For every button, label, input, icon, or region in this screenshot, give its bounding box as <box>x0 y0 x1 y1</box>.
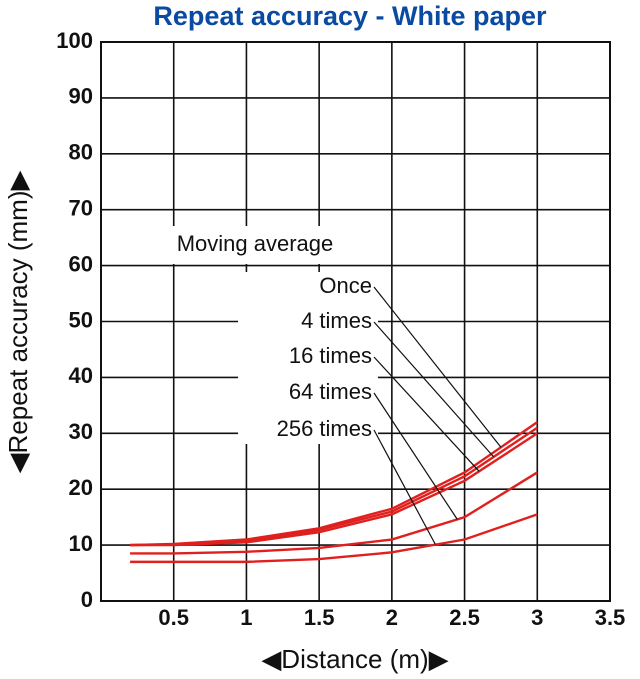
x-tick-label: 3 <box>531 605 543 630</box>
y-tick-label: 50 <box>69 307 93 332</box>
series-label: Once <box>319 273 372 298</box>
x-tick-label: 1.5 <box>304 605 335 630</box>
annotation: Moving average <box>177 231 334 256</box>
series-line <box>130 513 538 564</box>
y-tick-label: 100 <box>56 28 93 53</box>
annotation-bg <box>238 272 378 444</box>
leader-line <box>373 429 437 545</box>
x-tick-label: 2.5 <box>449 605 480 630</box>
series-label: 64 times <box>289 379 372 404</box>
y-tick-label: 60 <box>69 251 93 276</box>
x-tick-label: 0.5 <box>158 605 189 630</box>
y-tick-label: 20 <box>69 475 93 500</box>
series-line <box>130 471 538 555</box>
x-axis-label: ◀Distance (m)▶ <box>261 644 448 674</box>
chart-title: Repeat accuracy - White paper <box>153 1 547 31</box>
y-tick-label: 30 <box>69 419 93 444</box>
y-tick-label: 0 <box>81 587 93 612</box>
x-tick-label: 2 <box>386 605 398 630</box>
annotation-bg <box>146 226 364 264</box>
leader-line <box>373 356 480 472</box>
leader-line <box>373 392 458 520</box>
leader-line <box>373 286 502 448</box>
y-tick-label: 40 <box>69 363 93 388</box>
y-tick-label: 70 <box>69 196 93 221</box>
x-tick-label: 1 <box>240 605 252 630</box>
x-tick-label: 3.5 <box>595 605 626 630</box>
series-label: 4 times <box>301 308 372 333</box>
y-axis-label: ◀Repeat accuracy (mm)▶ <box>3 171 33 474</box>
y-tick-label: 80 <box>69 140 93 165</box>
series-label: 256 times <box>277 416 372 441</box>
series-label: 16 times <box>289 343 372 368</box>
y-tick-label: 10 <box>69 531 93 556</box>
leader-line <box>373 321 495 458</box>
series-line <box>130 432 538 547</box>
y-tick-label: 90 <box>69 84 93 109</box>
